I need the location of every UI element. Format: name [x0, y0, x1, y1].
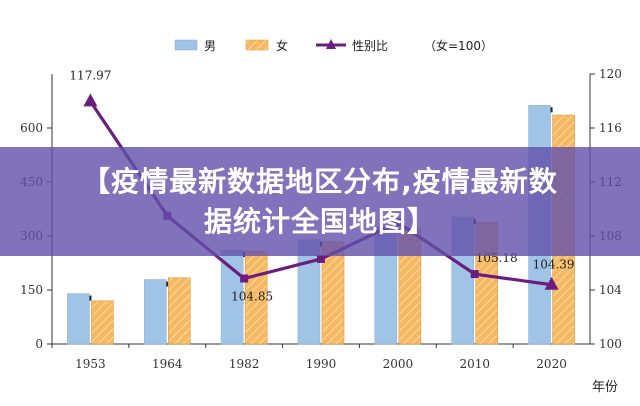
x-tick-label: 1964 — [152, 357, 183, 371]
x-tick-label: 2010 — [459, 357, 490, 371]
ratio-data-label: 117.97 — [69, 68, 111, 82]
bar-female — [167, 277, 191, 345]
banner-line-2: 据统计全国地图】 — [203, 204, 436, 238]
legend-note: （女=100） — [424, 38, 493, 53]
x-tick-label: 1953 — [75, 357, 106, 371]
legend: 男 女 性别比 （女=100） — [174, 38, 493, 53]
legend-female-swatch — [245, 39, 269, 51]
ratio-point — [83, 93, 98, 107]
legend-ratio-label: 性别比 — [352, 39, 388, 53]
legend-male-label: 男 — [204, 39, 216, 53]
bar-error-marker — [550, 107, 553, 113]
x-tick-label: 2020 — [536, 357, 567, 371]
bar-error-marker — [89, 295, 92, 301]
bar-error-marker — [166, 281, 169, 287]
legend-male-swatch — [174, 39, 198, 51]
x-tick-label: 1990 — [306, 357, 337, 371]
banner-text: 【疫情最新数据地区分布,疫情最新数 据统计全国地图】 — [20, 162, 620, 242]
bar-female — [91, 300, 114, 345]
ratio-point — [544, 276, 559, 290]
bar-male — [67, 293, 90, 345]
y-right-tick-label: 120 — [599, 67, 622, 81]
ratio-data-label: 104.39 — [533, 258, 575, 272]
x-tick-label: 2000 — [383, 357, 414, 371]
x-axis-title: 年份 — [592, 380, 618, 395]
bar-male — [143, 279, 167, 345]
y-right-tick-label: 100 — [599, 337, 622, 351]
banner-line-1: 【疫情最新数据地区分布,疫情最新数 — [82, 164, 558, 198]
x-ticks: 1953 1964 1982 1990 2000 2010 2020 — [51, 344, 567, 371]
ratio-point — [470, 270, 479, 279]
x-tick-label: 1982 — [229, 357, 260, 371]
ratio-point — [317, 254, 325, 263]
legend-female-label: 女 — [276, 38, 288, 53]
y-left-tick-label: 150 — [20, 283, 43, 297]
y-left-tick-label: 600 — [20, 121, 43, 135]
ratio-data-label: 104.85 — [231, 290, 273, 304]
y-right-tick-label: 104 — [599, 283, 622, 297]
title-overlay-banner: 【疫情最新数据地区分布,疫情最新数 据统计全国地图】 — [0, 147, 640, 256]
y-right-tick-label: 116 — [599, 121, 622, 135]
legend-ratio-marker — [326, 39, 336, 49]
y-left-tick-label: 0 — [35, 337, 43, 351]
ratio-point — [240, 274, 249, 283]
